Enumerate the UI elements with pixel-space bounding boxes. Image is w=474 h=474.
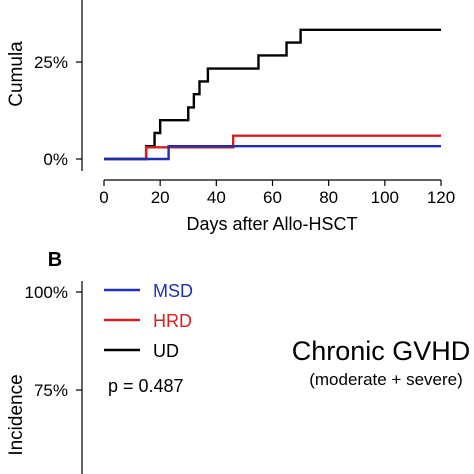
legend-label-msd: MSD xyxy=(153,281,193,301)
panel-a-x-tick-label: 120 xyxy=(427,188,455,207)
panel-b-y-tick-label: 100% xyxy=(25,283,68,302)
legend-label-hrd: HRD xyxy=(153,311,192,331)
panel-a-x-tick-label: 80 xyxy=(319,188,338,207)
panel-a: Cumula 0% 25% 0 20 40 60 80 100 120 Days after … xyxy=(6,0,455,234)
panel-a-y-tick-label: 0% xyxy=(43,150,68,169)
panel-a-y-axis-label: Cumula xyxy=(6,41,27,107)
panel-b-legend: MSD HRD UD xyxy=(104,281,193,361)
panel-a-x-axis-label: Days after Allo-HSCT xyxy=(186,214,357,234)
panel-a-y-ticks: 0% 25% xyxy=(34,53,82,169)
panel-b-y-tick-label: 75% xyxy=(34,381,68,400)
panel-a-x-tick-label: 0 xyxy=(99,188,108,207)
panel-b-y-ticks: 100% 75% xyxy=(25,283,82,400)
legend-label-ud: UD xyxy=(153,341,179,361)
panel-b-label: B xyxy=(48,249,62,271)
panel-b: B 100% 75% Incidence MSD HRD UD Chronic G… xyxy=(6,249,470,474)
panel-b-title: Chronic GVHD xyxy=(292,336,471,366)
panel-a-series-line-0 xyxy=(104,28,441,161)
panel-a-x-tick-label: 60 xyxy=(263,188,282,207)
panel-a-series xyxy=(104,28,441,161)
panel-a-x-ticks: 0 20 40 60 80 100 120 xyxy=(99,180,455,207)
panel-a-y-tick-label: 25% xyxy=(34,53,68,72)
panel-a-series-line-2 xyxy=(104,144,441,161)
panel-b-p-value: p = 0.487 xyxy=(108,376,184,396)
panel-a-x-tick-label: 100 xyxy=(371,188,399,207)
panel-b-y-axis-label: Incidence xyxy=(6,374,27,455)
panel-a-x-tick-label: 20 xyxy=(151,188,170,207)
panel-a-x-tick-label: 40 xyxy=(207,188,226,207)
panel-b-subtitle: (moderate + severe) xyxy=(309,370,463,389)
